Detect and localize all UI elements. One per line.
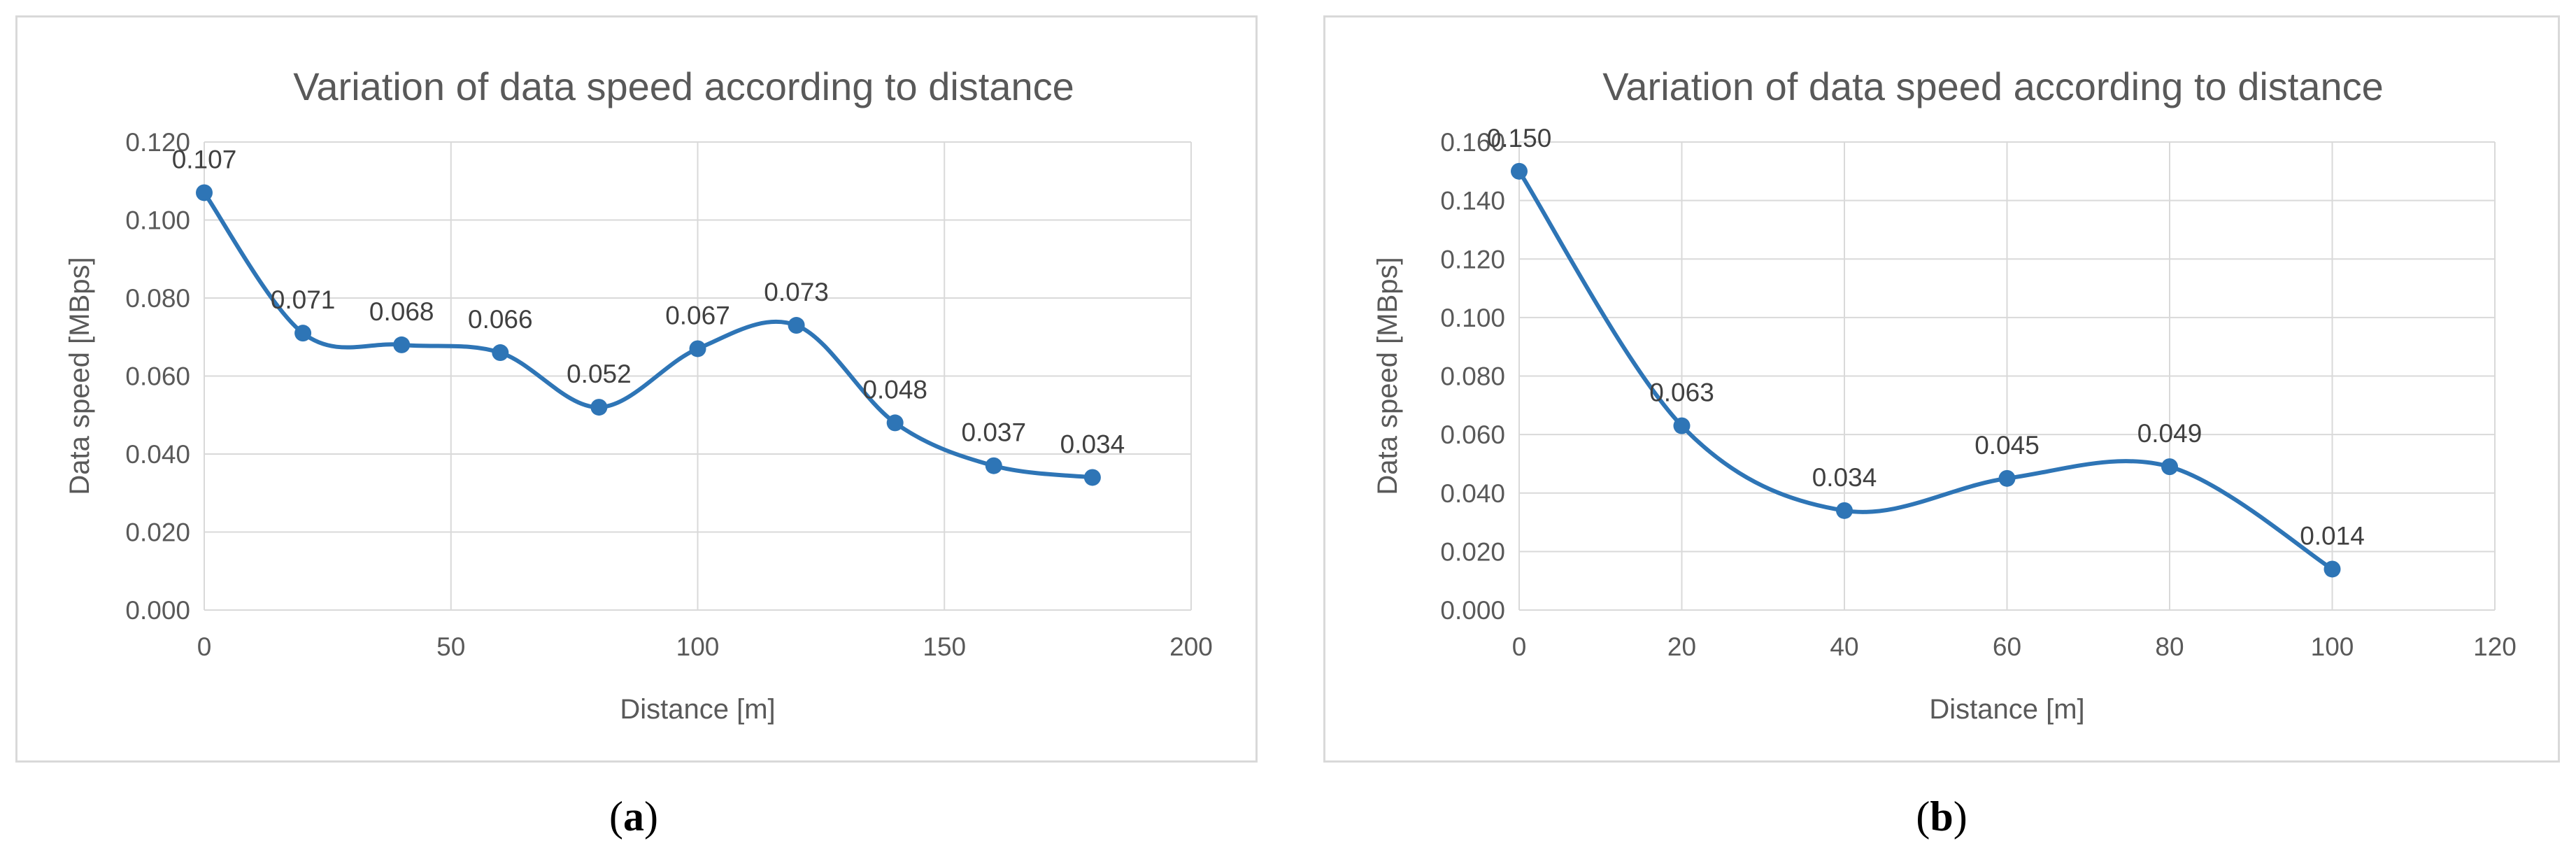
x-tick-label-a: 100 bbox=[676, 632, 720, 661]
x-tick-label-a: 0 bbox=[197, 632, 212, 661]
data-point-a bbox=[689, 340, 706, 357]
chart-title-a: Variation of data speed according to dis… bbox=[293, 64, 1074, 108]
y-tick-label-b: 0.140 bbox=[1440, 187, 1505, 215]
x-tick-label-b: 40 bbox=[1830, 632, 1858, 661]
y-tick-label-a: 0.000 bbox=[125, 596, 190, 625]
data-point-a bbox=[1083, 469, 1101, 486]
data-label-b: 0.045 bbox=[1974, 431, 2040, 460]
data-point-a bbox=[492, 344, 509, 362]
chart-panel-b: 0.000 0.020 0.040 0.060 0.080 0.100 0.120 0.140… bbox=[1323, 15, 2560, 763]
y-tick-label-a: 0.020 bbox=[125, 518, 190, 547]
data-point-b bbox=[2161, 458, 2178, 476]
y-axis-title-a: Data speed [MBps] bbox=[64, 257, 95, 495]
x-axis-title-a: Distance [m] bbox=[620, 694, 775, 725]
x-tick-label-b: 60 bbox=[1993, 632, 2021, 661]
data-point-b bbox=[2324, 560, 2341, 578]
y-tick-label-b: 0.120 bbox=[1440, 245, 1505, 274]
series-line-a bbox=[202, 191, 1093, 480]
data-point-a bbox=[393, 336, 411, 353]
y-tick-label-b: 0.080 bbox=[1440, 362, 1505, 391]
data-point-a bbox=[294, 325, 312, 342]
x-tick-label-b: 120 bbox=[2473, 632, 2517, 661]
chart-title-b: Variation of data speed according to dis… bbox=[1602, 64, 2384, 108]
x-tick-label-b: 100 bbox=[2311, 632, 2354, 661]
x-tick-label-a: 150 bbox=[923, 632, 966, 661]
data-label-a: 0.034 bbox=[1060, 430, 1125, 458]
x-tick-label-b: 20 bbox=[1667, 632, 1696, 661]
data-label-b: 0.034 bbox=[1812, 463, 1877, 492]
caption-b: (b) bbox=[1872, 793, 2012, 841]
data-label-a: 0.037 bbox=[962, 418, 1027, 447]
caption-a-letter: a bbox=[623, 793, 644, 840]
y-tick-label-b: 0.160 bbox=[1440, 128, 1505, 157]
data-label-b: 0.049 bbox=[2137, 419, 2203, 448]
data-label-a: 0.068 bbox=[369, 297, 434, 326]
x-tick-label-a: 50 bbox=[436, 632, 465, 661]
y-tick-label-b: 0.040 bbox=[1440, 479, 1505, 508]
caption-a: (a) bbox=[564, 793, 704, 841]
y-tick-label-a: 0.100 bbox=[125, 206, 190, 235]
data-label-a: 0.067 bbox=[665, 301, 730, 330]
caption-b-open: ( bbox=[1916, 793, 1930, 840]
data-point-a bbox=[590, 399, 608, 416]
data-point-b bbox=[1673, 417, 1691, 434]
data-label-b: 0.150 bbox=[1487, 124, 1552, 153]
data-point-b bbox=[1998, 469, 2016, 487]
chart-panel-a: 0.000 0.020 0.040 0.060 0.080 0.100 0.120 0 50 10… bbox=[15, 15, 1258, 763]
x-tick-label-a: 200 bbox=[1169, 632, 1213, 661]
y-tick-label-b: 0.060 bbox=[1440, 420, 1505, 449]
data-label-a: 0.052 bbox=[567, 360, 632, 388]
y-tick-label-b: 0.020 bbox=[1440, 537, 1505, 566]
x-tick-label-b: 0 bbox=[1512, 632, 1527, 661]
data-point-a bbox=[788, 317, 805, 334]
data-label-b: 0.063 bbox=[1649, 378, 1714, 407]
caption-b-letter: b bbox=[1930, 793, 1954, 840]
data-label-a: 0.073 bbox=[764, 278, 829, 306]
data-label-a: 0.066 bbox=[468, 305, 533, 334]
y-tick-label-a: 0.080 bbox=[125, 284, 190, 313]
series-line-b bbox=[1517, 170, 2334, 572]
data-point-b bbox=[1836, 502, 1853, 519]
data-point-a bbox=[886, 414, 904, 432]
caption-a-close: ) bbox=[644, 793, 658, 840]
data-point-a bbox=[196, 184, 213, 201]
x-axis-title-b: Distance [m] bbox=[1929, 694, 2084, 725]
line-chart-b: 0.000 0.020 0.040 0.060 0.080 0.100 0.120 0.140… bbox=[1372, 64, 2517, 725]
data-point-b bbox=[1511, 162, 1528, 180]
y-axis-title-b: Data speed [MBps] bbox=[1372, 257, 1403, 495]
caption-b-close: ) bbox=[1953, 793, 1967, 840]
data-point-a bbox=[985, 457, 1002, 474]
data-label-a: 0.071 bbox=[271, 285, 336, 314]
data-label-a: 0.048 bbox=[862, 375, 927, 404]
caption-a-open: ( bbox=[609, 793, 623, 840]
data-label-b: 0.014 bbox=[2300, 521, 2365, 550]
y-tick-label-a: 0.120 bbox=[125, 128, 190, 157]
y-tick-label-a: 0.060 bbox=[125, 362, 190, 391]
y-tick-label-b: 0.100 bbox=[1440, 304, 1505, 332]
x-tick-label-b: 80 bbox=[2155, 632, 2184, 661]
y-tick-label-a: 0.040 bbox=[125, 440, 190, 469]
line-chart-a: 0.000 0.020 0.040 0.060 0.080 0.100 0.120 0 50 10… bbox=[64, 64, 1213, 725]
y-tick-label-b: 0.000 bbox=[1440, 596, 1505, 625]
data-label-a: 0.107 bbox=[172, 145, 237, 173]
